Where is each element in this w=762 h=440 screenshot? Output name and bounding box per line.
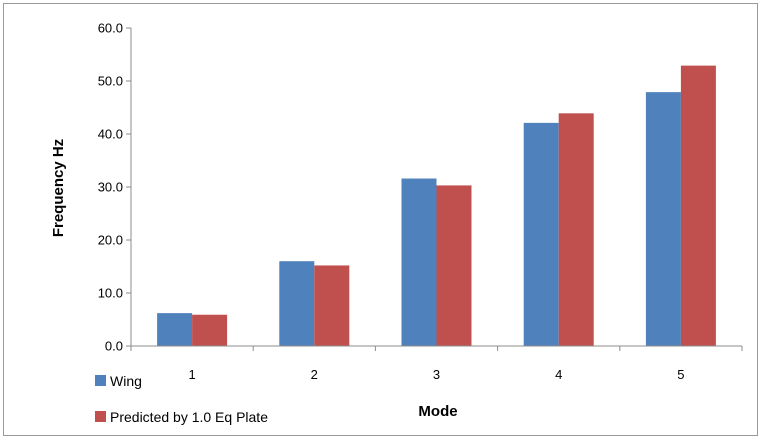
y-tick-label: 50.0 xyxy=(98,74,123,89)
x-axis-ticks: 1 2 3 4 5 xyxy=(130,346,743,382)
legend-label-wing: Wing xyxy=(110,373,142,389)
x-axis-title: Mode xyxy=(418,403,457,420)
x-tick-label: 2 xyxy=(311,367,318,382)
bar-wing-mode-2 xyxy=(279,261,315,346)
bar-predicted-mode-3 xyxy=(436,185,472,346)
x-tick-label: 5 xyxy=(677,367,684,382)
y-tick-label: 10.0 xyxy=(98,286,123,301)
bar-wing-mode-1 xyxy=(157,313,193,346)
x-tick-label: 3 xyxy=(433,367,440,382)
x-tick-label: 4 xyxy=(555,367,562,382)
bar-predicted-mode-2 xyxy=(314,265,350,346)
y-tick-label: 60.0 xyxy=(98,21,123,36)
bar-predicted-mode-1 xyxy=(192,314,228,346)
y-axis-title: Frequency Hz xyxy=(50,139,67,237)
y-tick-label: 0.0 xyxy=(105,339,123,354)
y-axis-ticks: 0.0 10.0 20.0 30.0 40.0 50.0 60.0 xyxy=(98,21,131,354)
bar-wing-mode-4 xyxy=(523,122,559,347)
bar-predicted-mode-5 xyxy=(680,65,716,346)
y-tick-label: 30.0 xyxy=(98,180,123,195)
y-tick-label: 20.0 xyxy=(98,233,123,248)
legend-swatch-wing xyxy=(95,375,106,386)
y-tick-label: 40.0 xyxy=(98,127,123,142)
legend-label-predicted: Predicted by 1.0 Eq Plate xyxy=(110,409,268,425)
x-tick-label: 1 xyxy=(188,367,195,382)
legend: Wing Predicted by 1.0 Eq Plate xyxy=(95,373,268,425)
bars-group xyxy=(157,65,716,347)
bar-predicted-mode-4 xyxy=(558,113,594,346)
legend-swatch-predicted xyxy=(95,411,106,422)
bar-wing-mode-3 xyxy=(401,178,437,346)
bar-wing-mode-5 xyxy=(645,92,681,346)
chart-frame xyxy=(3,3,758,436)
